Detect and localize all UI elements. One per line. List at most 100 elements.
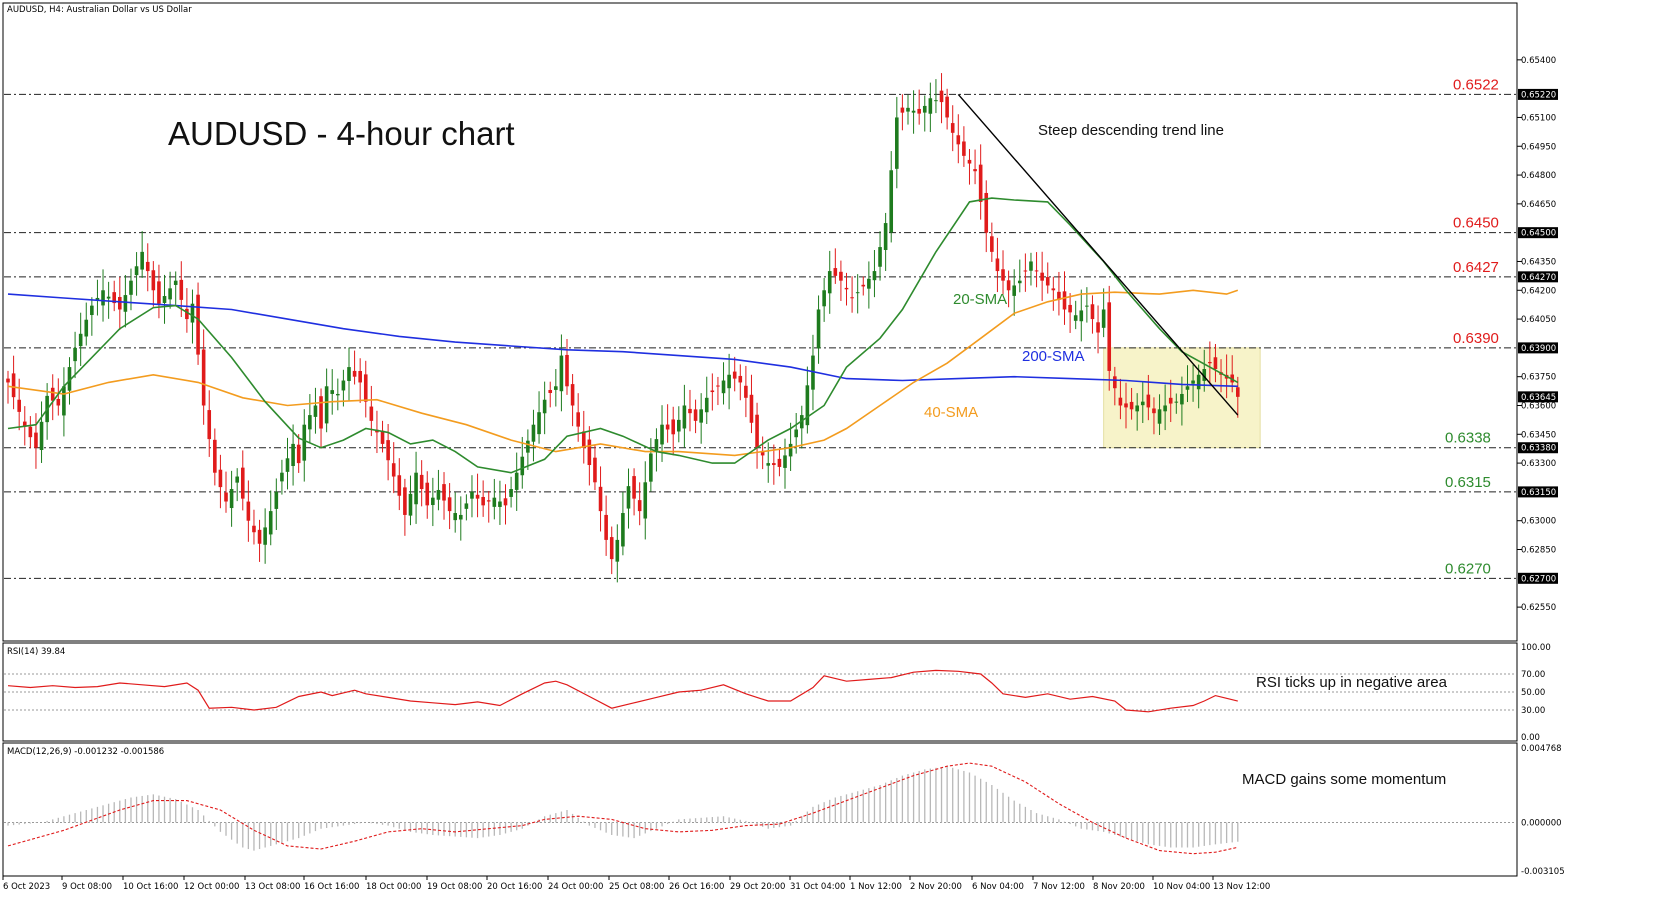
candle-body <box>380 430 385 444</box>
macd-annotation: MACD gains some momentum <box>1242 771 1446 788</box>
candle-body <box>1085 305 1089 307</box>
level-label: 0.6522 <box>1453 76 1499 93</box>
candlesticks <box>6 73 1240 583</box>
candle-body <box>1185 386 1190 390</box>
candle-body <box>699 409 703 423</box>
time-axis-label: 9 Oct 08:00 <box>62 882 112 892</box>
candle-body <box>319 396 323 429</box>
level-price-tag-text: 0.64270 <box>1521 273 1556 283</box>
candle-body <box>598 486 603 512</box>
candle-body <box>73 347 77 362</box>
time-axis-label: 13 Oct 08:00 <box>245 882 300 892</box>
candle-body <box>509 489 513 497</box>
candle-body <box>403 487 407 515</box>
level-price-tag <box>1518 88 1558 100</box>
candle-body <box>397 475 402 496</box>
candle-body <box>308 415 312 430</box>
level-label: 0.6390 <box>1453 330 1499 347</box>
candle-body <box>839 271 843 281</box>
price-axis-label: 0.65100 <box>1521 113 1556 123</box>
candle-body <box>50 387 55 401</box>
price-panel-frame <box>2 2 1518 642</box>
candle-body <box>481 496 485 506</box>
candle-body <box>363 374 368 402</box>
candle-body <box>1017 280 1022 284</box>
candle-body <box>436 489 441 500</box>
rsi-axis: 100.00 70.00 50.00 30.00 0.00 <box>1521 643 1551 743</box>
rsi-axis-label: 30.00 <box>1521 706 1545 716</box>
rsi-line <box>7 669 1238 713</box>
candle-body <box>1057 291 1061 300</box>
candle-body <box>995 258 1000 272</box>
candle-body <box>615 539 620 562</box>
candle-body <box>1073 315 1078 321</box>
price-axis-label: 0.63750 <box>1521 373 1556 383</box>
candle-body <box>419 474 424 490</box>
time-axis-label: 29 Oct 20:00 <box>730 882 785 892</box>
macd-histogram <box>7 766 1239 851</box>
candle-body <box>213 439 217 473</box>
candle-body <box>1236 387 1240 397</box>
candle-body <box>157 281 161 304</box>
time-axis-label: 1 Nov 12:00 <box>850 882 902 892</box>
candle-body <box>229 489 234 509</box>
candle-body <box>660 424 664 445</box>
candle-body <box>129 280 133 295</box>
time-axis-label: 6 Oct 2023 <box>3 882 50 892</box>
candle-body <box>408 493 413 516</box>
candle-body <box>766 463 771 466</box>
rsi-axis-label: 0.00 <box>1521 733 1540 743</box>
time-axis-label: 8 Nov 20:00 <box>1093 882 1145 892</box>
price-axis-label: 0.62550 <box>1521 603 1556 613</box>
candle-body <box>1202 369 1207 381</box>
candle-body <box>604 514 608 540</box>
candle-body <box>1023 270 1028 272</box>
candle-body <box>939 90 944 103</box>
candle-body <box>900 107 905 113</box>
candle-body <box>106 296 111 299</box>
sma20-line <box>7 197 1239 474</box>
candle-body <box>1118 397 1123 406</box>
candle-body <box>123 295 128 312</box>
candle-body <box>22 421 27 427</box>
candle-body <box>386 440 390 461</box>
candle-body <box>442 484 446 501</box>
candle-body <box>872 271 877 281</box>
candle-body <box>570 384 575 406</box>
candle-body <box>788 443 793 457</box>
candle-body <box>554 386 558 390</box>
candle-body <box>431 497 435 506</box>
candle-body <box>587 439 592 466</box>
candle-body <box>1068 304 1072 313</box>
level-price-tag-text: 0.65220 <box>1521 90 1556 100</box>
candle-body <box>17 399 21 412</box>
candle-body <box>777 458 782 467</box>
candle-body <box>581 431 586 448</box>
candle-body <box>90 305 94 316</box>
level-price-tag <box>1518 227 1558 239</box>
time-axis-label: 20 Oct 16:00 <box>487 882 542 892</box>
price-axis-label: 0.62850 <box>1521 546 1556 556</box>
candle-body <box>196 294 200 355</box>
candle-body <box>240 467 245 499</box>
candle-body <box>883 223 888 250</box>
candle-body <box>1079 310 1084 322</box>
level-label: 0.6315 <box>1445 474 1491 491</box>
candle-body <box>336 393 340 396</box>
candle-body <box>162 296 167 303</box>
candle-body <box>531 424 536 442</box>
price-axis: 0.65400 0.65100 0.64950 0.64800 0.64650 0.643… <box>1517 56 1556 613</box>
candle-body <box>134 266 139 276</box>
candle-body <box>168 288 172 300</box>
price-axis-label: 0.63450 <box>1521 430 1556 440</box>
time-axis-label: 31 Oct 04:00 <box>790 882 845 892</box>
candle-body <box>760 450 765 456</box>
candle-body <box>727 374 731 389</box>
candle-body <box>112 292 117 304</box>
rsi-panel-frame <box>2 642 1518 742</box>
candle-body <box>280 472 284 482</box>
candle-body <box>84 319 89 337</box>
candle-body <box>503 498 508 506</box>
candle-body <box>732 371 737 379</box>
